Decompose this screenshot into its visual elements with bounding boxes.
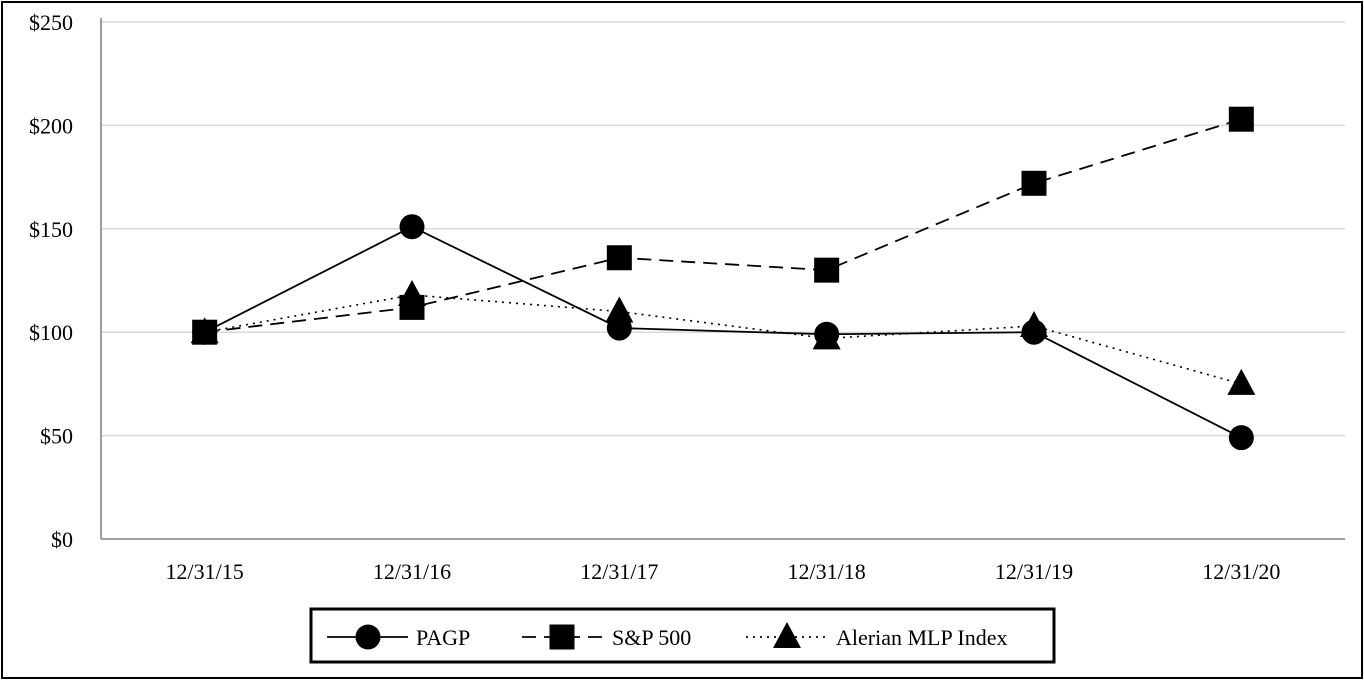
legend-label: S&P 500 [612, 625, 691, 650]
y-tick-label: $250 [29, 10, 73, 35]
data-point-circle [1021, 319, 1047, 345]
data-point-square [814, 257, 840, 283]
series-line-square [204, 118, 1242, 334]
y-tick-label: $150 [29, 217, 73, 242]
x-tick-label: 12/31/20 [1202, 559, 1280, 584]
data-point-circle [192, 319, 218, 345]
legend-item: S&P 500 [522, 624, 691, 650]
legend-marker-circle [355, 624, 381, 650]
y-tick-label: $100 [29, 320, 73, 345]
data-point-triangle [605, 296, 634, 323]
data-point-circle [606, 315, 632, 341]
y-tick-labels: $0 $50 $100 $150 $200 $250 [29, 10, 73, 552]
data-point-circle [814, 321, 840, 347]
x-tick-label: 12/31/16 [373, 559, 451, 584]
data-point-circle [1228, 425, 1254, 451]
legend: PAGP S&P 500 Alerian MLP Index [309, 607, 1056, 664]
y-tick-label: $200 [29, 113, 73, 138]
x-tick-label: 12/31/15 [166, 559, 244, 584]
data-point-square [1021, 170, 1047, 196]
x-tick-label: 12/31/18 [788, 559, 866, 584]
axes [100, 18, 1345, 540]
data-point-square [1228, 106, 1254, 132]
gridlines [101, 21, 1345, 437]
legend-box [309, 607, 1056, 664]
series-group [190, 106, 1256, 451]
x-tick-label: 12/31/19 [995, 559, 1073, 584]
data-point-square [399, 294, 425, 320]
legend-label: Alerian MLP Index [836, 625, 1007, 650]
series-line-triangle [204, 294, 1242, 385]
x-tick-label: 12/31/17 [580, 559, 658, 584]
x-tick-labels: 12/31/15 12/31/16 12/31/17 12/31/18 12/31/19… [166, 559, 1281, 584]
legend-item: PAGP [327, 624, 470, 650]
data-point-square [606, 245, 632, 271]
y-tick-label: $50 [40, 424, 73, 449]
series-line-circle [204, 225, 1242, 439]
legend-marker-triangle [773, 622, 801, 648]
data-point-triangle [1227, 368, 1256, 395]
data-point-circle [399, 214, 425, 240]
legend-marker-square [549, 624, 575, 650]
y-tick-label: $0 [51, 527, 73, 552]
legend-item: Alerian MLP Index [746, 622, 1007, 650]
legend-label: PAGP [416, 625, 470, 650]
